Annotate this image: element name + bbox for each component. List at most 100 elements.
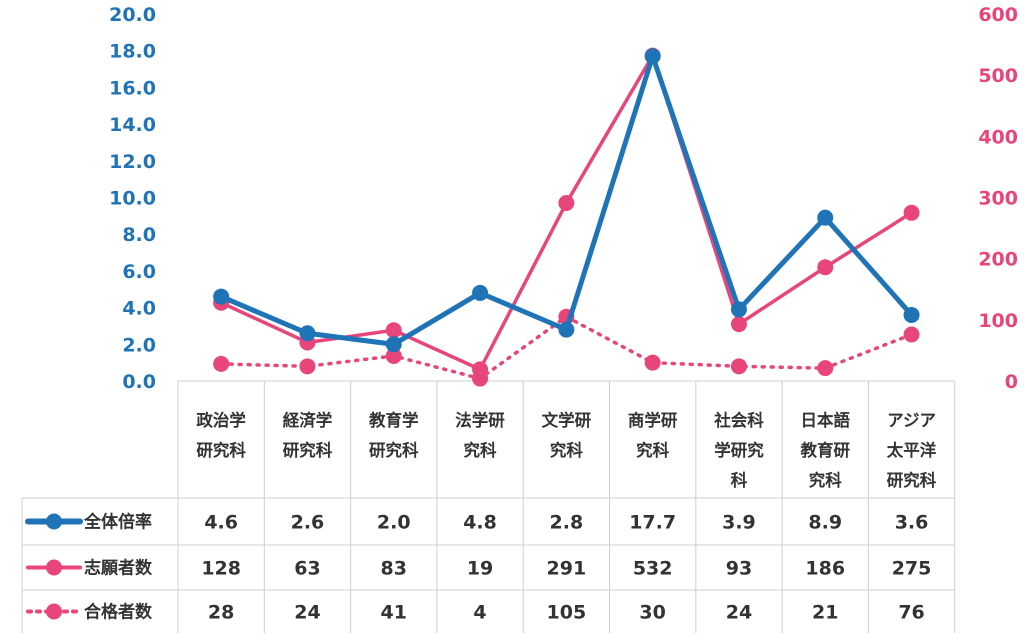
- right-tick-label: 500: [978, 65, 1018, 87]
- category-label-line: 経済学: [283, 410, 333, 430]
- legend-label: 合格者数: [84, 602, 153, 623]
- left-y-axis: 0.0 2.0 4.0 6.0 8.0 10.0 12.0 14.0 16.0 18.0 20.0: [109, 4, 156, 393]
- legend-key-1: 全体倍率: [25, 512, 152, 533]
- data-point: [385, 347, 402, 364]
- left-tick-label: 0.0: [122, 371, 156, 393]
- series-3: [213, 308, 920, 387]
- table-cell-value: 4.6: [204, 512, 238, 534]
- table-cell-value: 2.8: [550, 512, 584, 534]
- category-label-line: 研究科: [283, 440, 333, 460]
- table-cell-value: 76: [898, 602, 924, 624]
- left-tick-label: 14.0: [109, 114, 156, 136]
- table-cell-value: 275: [892, 558, 932, 580]
- data-point: [903, 306, 920, 323]
- left-tick-label: 12.0: [109, 151, 156, 173]
- table-cell-value: 4: [473, 602, 486, 624]
- data-point: [730, 316, 747, 333]
- data-point: [644, 48, 661, 65]
- category-label-line: 研究科: [196, 440, 246, 460]
- data-point: [817, 360, 834, 377]
- legend-key-2: 志願者数: [26, 558, 153, 579]
- table-cell-value: 30: [639, 602, 665, 624]
- category-label: 教育学研究科: [368, 410, 419, 460]
- data-point: [558, 195, 575, 212]
- left-tick-label: 16.0: [109, 77, 156, 99]
- data-point: [903, 326, 920, 343]
- data-point: [730, 301, 747, 318]
- legend-marker: [46, 513, 62, 530]
- category-label-line: 科: [731, 470, 748, 490]
- series-layer: [213, 47, 920, 387]
- table-cell-value: 291: [547, 558, 587, 580]
- table-cell-value: 28: [208, 602, 234, 624]
- data-point: [299, 325, 316, 342]
- legend-label: 志願者数: [84, 558, 153, 579]
- legend-label: 全体倍率: [83, 512, 152, 533]
- category-label-line: 商学研: [628, 410, 678, 430]
- data-point: [385, 336, 402, 353]
- category-label-line: 研究科: [369, 440, 419, 460]
- table-cell-value: 41: [381, 602, 407, 624]
- series-1: [213, 48, 920, 353]
- category-label: 政治学研究科: [196, 410, 246, 460]
- table-cell-value: 83: [381, 558, 407, 580]
- data-point: [299, 358, 316, 375]
- left-tick-label: 8.0: [122, 224, 156, 246]
- right-tick-label: 400: [978, 126, 1018, 148]
- legend-marker: [46, 603, 62, 620]
- right-tick-label: 200: [978, 249, 1018, 271]
- category-label-line: 教育学: [368, 410, 419, 430]
- category-label: 文学研究科: [542, 410, 592, 460]
- category-label-line: 法学研: [455, 410, 505, 430]
- category-label-line: アジア: [887, 411, 936, 430]
- table-cell-value: 3.6: [895, 512, 929, 534]
- data-point: [817, 259, 834, 276]
- data-point: [213, 288, 230, 305]
- left-tick-label: 2.0: [122, 334, 156, 356]
- table-cell-value: 24: [294, 602, 320, 624]
- data-point: [213, 355, 230, 372]
- left-tick-label: 6.0: [122, 261, 156, 283]
- data-point: [558, 321, 575, 338]
- table-cell-value: 532: [633, 558, 673, 580]
- right-tick-label: 600: [978, 4, 1018, 26]
- table-cell-value: 93: [726, 558, 752, 580]
- table-cell-value: 24: [726, 602, 752, 624]
- category-label: 社会科学研究科: [713, 410, 764, 490]
- table-cell-value: 128: [201, 558, 241, 580]
- category-label: 経済学研究科: [283, 410, 333, 460]
- category-label-line: 太平洋: [887, 440, 937, 460]
- category-label-line: 教育研: [800, 440, 851, 460]
- category-label-line: 政治学: [196, 410, 246, 430]
- left-tick-label: 18.0: [109, 41, 156, 63]
- right-y-axis: 0 100 200 300 400 500 600: [978, 4, 1018, 393]
- category-label-line: 究科: [550, 440, 584, 460]
- data-point: [730, 358, 747, 375]
- table-cell-value: 2.0: [377, 512, 411, 534]
- table-cell-value: 2.6: [291, 512, 325, 534]
- data-point: [817, 209, 834, 226]
- category-label-line: 究科: [464, 440, 498, 460]
- table-cell-value: 105: [547, 602, 587, 624]
- category-label-line: 学研究: [714, 440, 764, 460]
- category-label: アジア太平洋研究科: [887, 411, 937, 490]
- data-table: 政治学研究科経済学研究科教育学研究科法学研究科文学研究科商学研究科社会科学研究科…: [21, 380, 956, 633]
- data-point: [472, 361, 489, 378]
- right-tick-label: 300: [978, 188, 1018, 210]
- table-cell-value: 8.9: [808, 512, 842, 534]
- category-label: 法学研究科: [455, 410, 505, 460]
- category-label-line: 究科: [809, 470, 843, 490]
- left-tick-label: 20.0: [109, 4, 156, 26]
- table-cell-value: 21: [812, 602, 838, 624]
- data-point: [385, 322, 402, 339]
- table-cell-value: 4.8: [463, 512, 497, 534]
- category-label: 日本語教育研究科: [800, 410, 851, 490]
- data-point: [903, 204, 920, 221]
- category-label: 商学研究科: [628, 410, 678, 460]
- category-label-line: 研究科: [887, 470, 937, 490]
- legend-marker: [46, 559, 62, 576]
- right-tick-label: 0: [1005, 371, 1018, 393]
- table-cell-value: 17.7: [629, 512, 676, 534]
